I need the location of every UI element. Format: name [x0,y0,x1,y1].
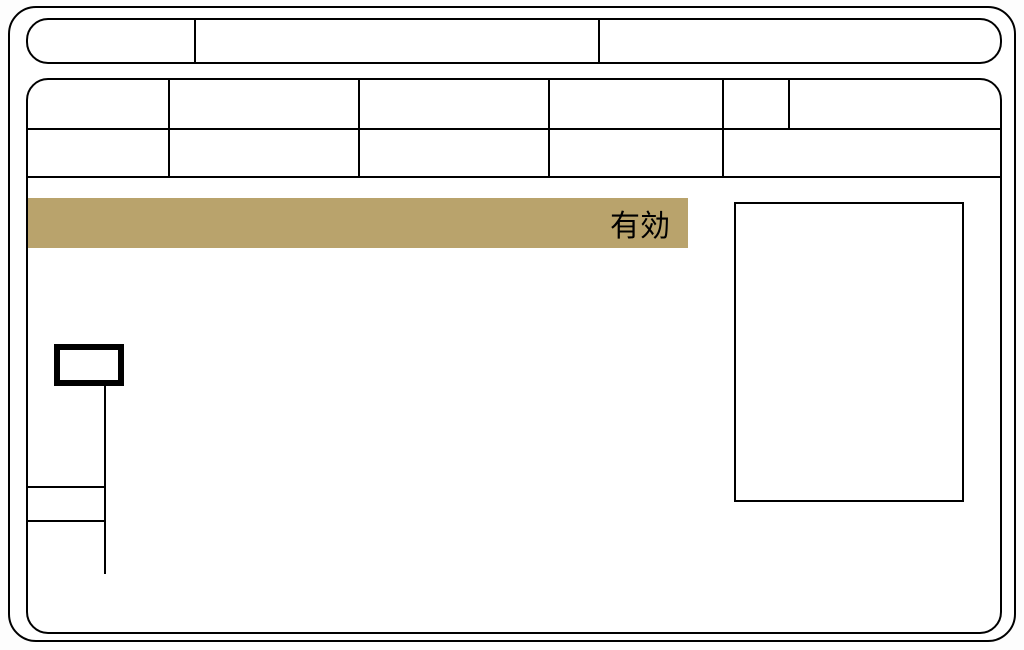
side-vline [104,386,106,574]
r1-div-3 [548,80,550,128]
header-divider-1 [194,20,196,62]
r2-div-4 [722,128,724,176]
side-hline-2 [28,520,104,522]
row-line-2 [28,176,1000,178]
r1-div-2 [358,80,360,128]
r2-div-1 [168,128,170,176]
side-hline-1 [28,486,104,488]
photo-box [734,202,964,502]
main-panel: 有効 [26,78,1002,634]
r2-div-2 [358,128,360,176]
header-divider-2 [598,20,600,62]
validity-label: 有効 [610,201,670,245]
row-line-1 [28,128,1000,130]
header-band [26,18,1002,64]
r1-div-4 [722,80,724,128]
validity-band: 有効 [28,198,688,248]
r1-div-1 [168,80,170,128]
r2-div-3 [548,128,550,176]
r1-div-5 [788,80,790,128]
black-rect-marker [54,344,124,386]
card-outer: 有効 [8,6,1016,642]
